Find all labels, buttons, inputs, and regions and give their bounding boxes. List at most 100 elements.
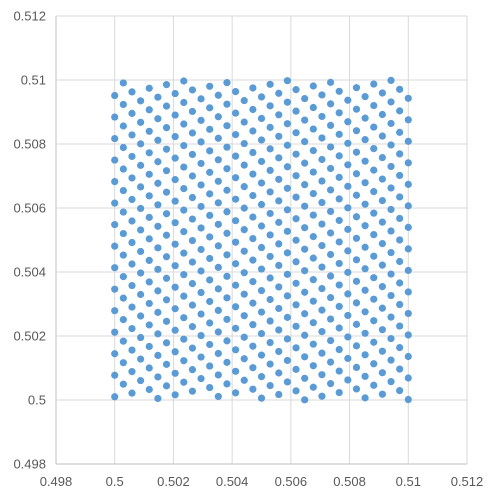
scatter-point (396, 107, 404, 115)
scatter-point (171, 197, 179, 205)
scatter-point (301, 310, 309, 318)
scatter-point (283, 141, 291, 149)
scatter-point (396, 128, 404, 136)
scatter-point (257, 136, 266, 144)
scatter-point (180, 249, 188, 257)
scatter-point (387, 141, 395, 149)
scatter-point (137, 118, 145, 126)
scatter-point (249, 170, 257, 178)
scatter-point (154, 373, 162, 381)
scatter-point (283, 270, 291, 278)
scatter-point (352, 170, 361, 178)
scatter-point (266, 317, 274, 325)
scatter-point (257, 286, 266, 295)
scatter-point (128, 368, 136, 376)
scatter-point (266, 381, 274, 390)
scatter-point (378, 347, 386, 355)
scatter-point (223, 100, 231, 108)
scatter-point (137, 226, 145, 234)
x-tick-label: 0.504 (216, 474, 249, 489)
x-tick-labels: 0.498 0.5 0.502 0.504 0.506 0.508 0.51 0.512 (40, 474, 484, 489)
scatter-point (188, 387, 197, 395)
scatter-point (387, 291, 395, 300)
scatter-point (301, 288, 309, 296)
scatter-point (206, 383, 214, 392)
scatter-point (162, 81, 171, 89)
scatter-point (266, 252, 274, 261)
scatter-point (162, 231, 171, 239)
scatter-point (119, 79, 127, 87)
scatter-point (119, 337, 127, 345)
scatter-point (266, 123, 274, 131)
scatter-point (214, 177, 222, 185)
scatter-point (180, 120, 188, 128)
scatter-point (180, 292, 188, 300)
scatter-point (370, 166, 378, 174)
scatter-point (197, 375, 205, 383)
scatter-point (128, 260, 136, 268)
scatter-point (188, 323, 197, 331)
scatter-point (111, 91, 119, 100)
scatter-point (223, 380, 231, 388)
scatter-point (370, 317, 378, 325)
scatter-point (404, 137, 412, 145)
scatter-point (128, 174, 136, 182)
x-tick-label: 0.5 (106, 474, 124, 489)
scatter-point (326, 164, 335, 173)
scatter-point (309, 189, 317, 198)
scatter-point (206, 104, 214, 112)
scatter-point (111, 264, 119, 272)
scatter-point (275, 89, 283, 97)
scatter-point (275, 283, 283, 291)
scatter-point (344, 182, 352, 190)
scatter-point (197, 181, 205, 189)
scatter-point (292, 344, 300, 352)
y-tick-label: 0.502 (13, 329, 46, 344)
scatter-point (137, 355, 145, 363)
scatter-point (404, 116, 412, 124)
scatter-point (232, 217, 240, 225)
scatter-point (344, 247, 352, 255)
scatter-point (326, 380, 335, 388)
scatter-point (352, 213, 361, 221)
scatter-point (111, 242, 119, 250)
scatter-point (111, 178, 119, 186)
scatter-point (214, 156, 222, 164)
scatter-point (352, 385, 361, 393)
scatter-point (180, 206, 188, 214)
scatter-point (361, 351, 369, 359)
scatter-point (171, 305, 179, 313)
scatter-point (396, 257, 404, 266)
scatter-point (344, 204, 352, 212)
scatter-point (180, 98, 188, 107)
scatter-point (318, 91, 326, 99)
scatter-point (387, 270, 395, 278)
x-tick-label: 0.51 (396, 474, 421, 489)
scatter-point (223, 143, 231, 151)
scatter-point (197, 310, 205, 318)
scatter-point (318, 328, 326, 336)
scatter-point (309, 340, 317, 348)
scatter-point (326, 358, 335, 366)
scatter-point (283, 120, 291, 128)
scatter-point (370, 80, 378, 88)
scatter-point (387, 356, 395, 364)
scatter-point (232, 281, 240, 289)
scatter-point (223, 337, 231, 345)
scatter-point (171, 262, 179, 270)
scatter-point (404, 159, 412, 167)
scatter-point (111, 393, 119, 401)
scatter-point (301, 374, 309, 382)
scatter-point (111, 134, 119, 143)
scatter-point (240, 183, 248, 191)
scatter-point (309, 297, 317, 305)
scatter-point (180, 228, 188, 236)
scatter-point (188, 86, 197, 94)
scatter-point (145, 299, 153, 308)
scatter-point (335, 259, 343, 268)
scatter-point (266, 209, 274, 218)
scatter-point (335, 238, 343, 246)
scatter-point (214, 263, 222, 271)
scatter-point (344, 139, 352, 147)
scatter-point (378, 369, 386, 377)
